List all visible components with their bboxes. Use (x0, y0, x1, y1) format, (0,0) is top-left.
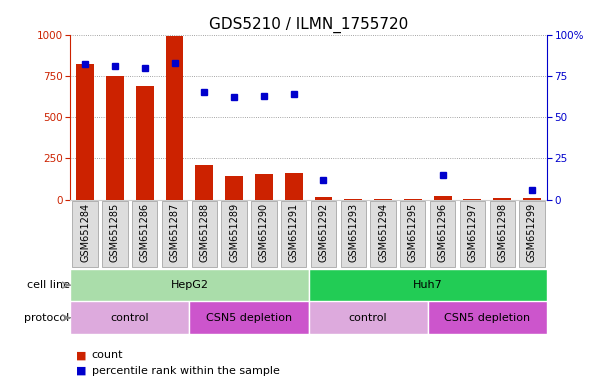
FancyBboxPatch shape (428, 301, 547, 334)
Bar (315, 197, 332, 200)
Bar (166, 36, 183, 200)
Bar (255, 174, 273, 200)
Text: GSM651285: GSM651285 (110, 202, 120, 262)
Text: HepG2: HepG2 (170, 280, 208, 290)
Text: CSN5 depletion: CSN5 depletion (444, 313, 530, 323)
Text: control: control (111, 313, 149, 323)
Text: GSM651296: GSM651296 (437, 202, 448, 262)
FancyBboxPatch shape (70, 301, 189, 334)
FancyBboxPatch shape (519, 201, 544, 267)
FancyBboxPatch shape (281, 201, 306, 267)
FancyBboxPatch shape (340, 201, 366, 267)
Text: cell line: cell line (27, 280, 70, 290)
Text: GSM651295: GSM651295 (408, 202, 418, 262)
FancyBboxPatch shape (459, 201, 485, 267)
Text: GSM651290: GSM651290 (259, 202, 269, 262)
Bar (523, 199, 541, 200)
Bar (76, 64, 94, 200)
Text: GSM651298: GSM651298 (497, 202, 507, 262)
Text: ■: ■ (76, 350, 87, 360)
Text: count: count (92, 350, 123, 360)
Text: GSM651299: GSM651299 (527, 202, 537, 262)
FancyBboxPatch shape (251, 201, 277, 267)
Text: GSM651286: GSM651286 (140, 202, 150, 262)
Text: GSM651289: GSM651289 (229, 202, 239, 262)
Text: GSM651292: GSM651292 (318, 202, 329, 262)
FancyBboxPatch shape (73, 201, 98, 267)
FancyBboxPatch shape (132, 201, 158, 267)
FancyBboxPatch shape (400, 201, 425, 267)
Text: CSN5 depletion: CSN5 depletion (206, 313, 292, 323)
Text: GSM651294: GSM651294 (378, 202, 388, 262)
FancyBboxPatch shape (311, 201, 336, 267)
Text: GSM651287: GSM651287 (169, 202, 180, 262)
Text: control: control (349, 313, 387, 323)
Text: protocol: protocol (24, 313, 70, 323)
Bar (404, 199, 422, 200)
FancyBboxPatch shape (189, 301, 309, 334)
Bar (285, 173, 302, 200)
Title: GDS5210 / ILMN_1755720: GDS5210 / ILMN_1755720 (209, 17, 408, 33)
Text: Huh7: Huh7 (413, 280, 442, 290)
FancyBboxPatch shape (430, 201, 455, 267)
FancyBboxPatch shape (309, 301, 428, 334)
Text: GSM651293: GSM651293 (348, 202, 358, 262)
Bar (225, 176, 243, 200)
Bar (374, 199, 392, 200)
FancyBboxPatch shape (221, 201, 247, 267)
Text: percentile rank within the sample: percentile rank within the sample (92, 366, 279, 376)
Bar (493, 198, 511, 200)
FancyBboxPatch shape (489, 201, 515, 267)
FancyBboxPatch shape (162, 201, 187, 267)
FancyBboxPatch shape (102, 201, 128, 267)
Bar (434, 196, 452, 200)
Text: GSM651288: GSM651288 (199, 202, 210, 262)
Text: GSM651284: GSM651284 (80, 202, 90, 262)
Text: ■: ■ (76, 366, 87, 376)
FancyBboxPatch shape (70, 269, 309, 301)
Bar (106, 76, 124, 200)
Text: GSM651297: GSM651297 (467, 202, 477, 262)
FancyBboxPatch shape (192, 201, 217, 267)
FancyBboxPatch shape (370, 201, 396, 267)
Bar (463, 199, 481, 200)
FancyBboxPatch shape (309, 269, 547, 301)
Text: GSM651291: GSM651291 (288, 202, 299, 262)
Bar (196, 165, 213, 200)
Bar (136, 86, 154, 200)
